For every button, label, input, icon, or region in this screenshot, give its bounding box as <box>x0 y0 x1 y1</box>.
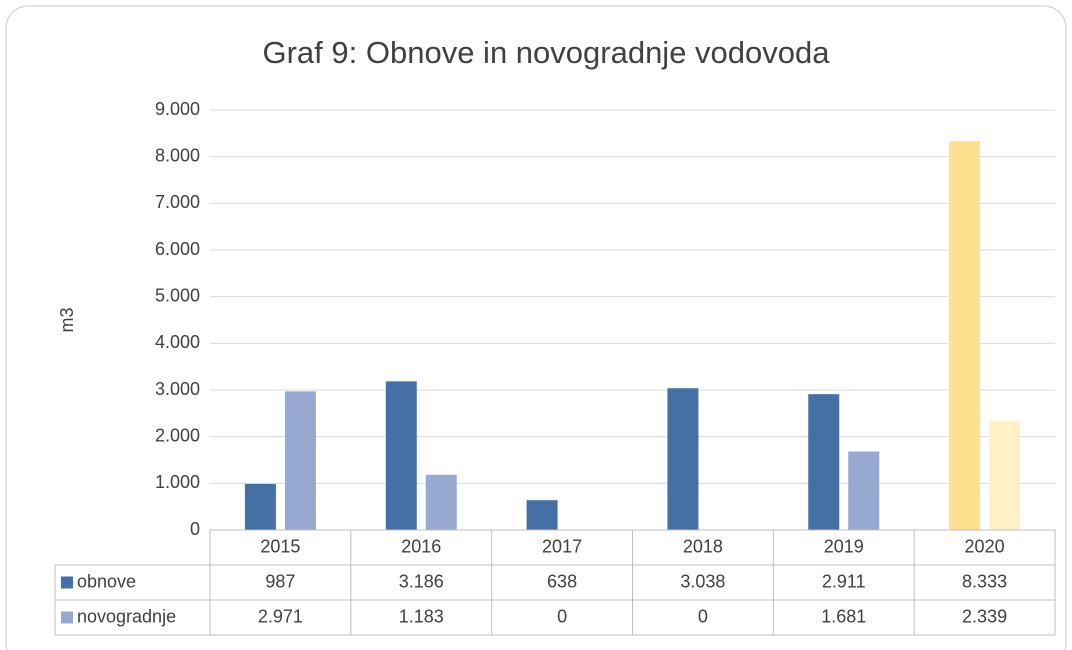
y-tick-label: 7.000 <box>155 192 200 212</box>
bar <box>667 388 699 530</box>
legend-swatch <box>61 611 73 624</box>
bar <box>284 391 316 530</box>
x-tick-label: 2020 <box>965 536 1005 556</box>
table-value: 0 <box>698 606 708 626</box>
table-value: 3.186 <box>399 571 444 591</box>
y-tick-label: 9.000 <box>155 99 200 119</box>
legend-swatch <box>61 576 73 589</box>
bar <box>244 483 276 530</box>
x-tick-label: 2015 <box>260 536 300 556</box>
y-tick-label: 5.000 <box>155 285 200 305</box>
y-tick-label: 6.000 <box>155 239 200 259</box>
y-tick-label: 8.000 <box>155 145 200 165</box>
bar <box>808 394 840 530</box>
table-value: 2.911 <box>822 571 866 591</box>
bar <box>385 381 417 530</box>
x-tick-label: 2018 <box>683 536 723 556</box>
table-value: 987 <box>265 571 295 591</box>
y-axis-label: m3 <box>57 307 77 332</box>
x-tick-label: 2017 <box>542 536 582 556</box>
y-tick-label: 2.000 <box>155 425 200 445</box>
bar <box>526 500 558 530</box>
y-tick-label: 1.000 <box>155 472 200 492</box>
bar <box>949 141 981 531</box>
y-tick-label: 4.000 <box>155 332 200 352</box>
table-value: 8.333 <box>962 571 1007 591</box>
table-value: 2.971 <box>258 606 303 626</box>
table-value: 1.183 <box>399 606 444 626</box>
y-tick-label: 3.000 <box>155 379 200 399</box>
bar <box>425 474 457 530</box>
x-tick-label: 2019 <box>824 536 864 556</box>
table-value: 1.681 <box>821 606 866 626</box>
bar <box>848 451 880 530</box>
x-tick-label: 2016 <box>401 536 441 556</box>
y-tick-label: 0 <box>190 519 200 539</box>
table-value: 2.339 <box>962 606 1007 626</box>
table-value: 638 <box>547 571 577 591</box>
chart-title: Graf 9: Obnove in novogradnje vodovoda <box>263 35 831 70</box>
legend-label: obnove <box>77 571 136 591</box>
table-value: 3.038 <box>680 571 725 591</box>
table-value: 0 <box>557 606 567 626</box>
bar <box>989 420 1021 530</box>
legend-label: novogradnje <box>77 606 176 626</box>
